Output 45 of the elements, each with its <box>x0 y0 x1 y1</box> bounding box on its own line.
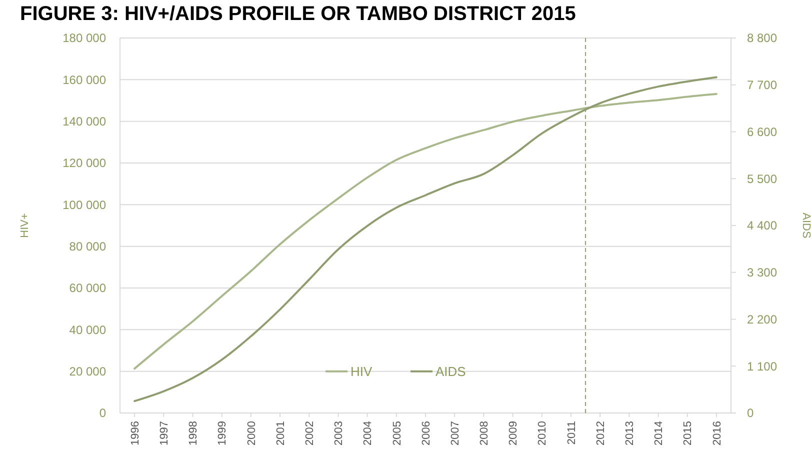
y2-axis-title: AIDS <box>800 212 811 238</box>
y-tick-label: 80 000 <box>69 240 106 254</box>
legend-label: AIDS <box>436 364 466 379</box>
legend-label: HIV <box>350 364 372 379</box>
x-tick-label: 2003 <box>333 421 346 446</box>
y-tick-label: 20 000 <box>69 364 106 379</box>
x-tick-label: 2007 <box>449 421 462 446</box>
y-tick-label: 40 000 <box>69 322 106 337</box>
x-tick-label: 2012 <box>594 421 607 446</box>
y2-tick-label: 8 800 <box>747 31 778 46</box>
y2-tick-label: 2 200 <box>747 312 778 326</box>
y-tick-label: 120 000 <box>62 156 106 170</box>
y-tick-label: 100 000 <box>62 198 106 212</box>
x-tick-label: 2014 <box>653 421 666 446</box>
x-tick-label: 2002 <box>304 421 316 446</box>
x-tick-label: 2008 <box>478 421 491 446</box>
x-tick-label: 2006 <box>420 421 432 446</box>
chart-title: FIGURE 3: HIV+/AIDS PROFILE OR TAMBO DISTRICT 2015 <box>20 3 576 25</box>
x-tick-label: 2009 <box>508 421 520 446</box>
y2-tick-label: 0 <box>747 406 754 420</box>
y-tick-label: 180 000 <box>62 31 106 46</box>
x-tick-label: 2000 <box>246 421 258 446</box>
x-tick-label: 2001 <box>274 421 287 446</box>
x-tick-label: 2013 <box>624 421 636 446</box>
y-tick-label: 160 000 <box>62 72 106 87</box>
x-tick-label: 1999 <box>216 421 229 446</box>
x-tick-label: 2015 <box>682 421 694 446</box>
x-tick-label: 2004 <box>362 421 374 446</box>
y2-tick-label: 6 600 <box>747 124 778 139</box>
x-tick-label: 2005 <box>391 421 404 446</box>
x-tick-label: 2010 <box>536 421 549 446</box>
y-tick-label: 140 000 <box>62 114 106 129</box>
x-tick-label: 2016 <box>711 421 724 446</box>
y2-tick-label: 1 100 <box>747 359 778 374</box>
y-tick-label: 0 <box>99 406 106 420</box>
x-tick-label: 2011 <box>566 421 578 445</box>
y2-tick-label: 7 700 <box>747 78 778 92</box>
y2-tick-label: 4 400 <box>747 218 778 233</box>
x-tick-label: 1996 <box>129 421 142 446</box>
x-tick-label: 1998 <box>188 421 200 446</box>
y2-tick-label: 3 300 <box>747 266 778 280</box>
y-tick-label: 60 000 <box>69 281 106 296</box>
y-axis-title: HIV+ <box>19 213 31 238</box>
x-tick-label: 1997 <box>158 421 170 446</box>
y2-tick-label: 5 500 <box>747 172 778 186</box>
